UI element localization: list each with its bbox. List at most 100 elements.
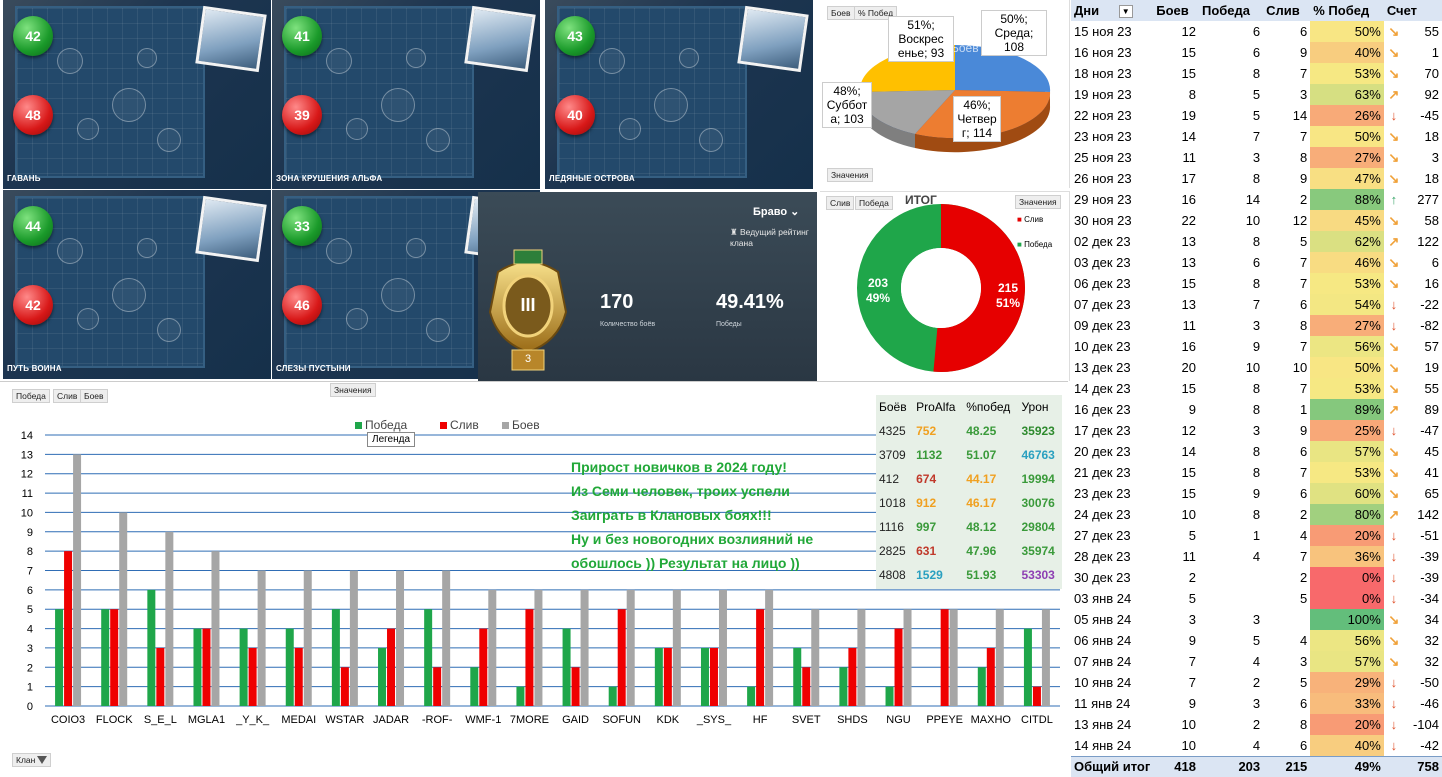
x-tick-label: SVET [792, 714, 821, 726]
bar-Боев [349, 570, 358, 706]
y-tick-label: 8 [27, 546, 33, 558]
map-photo [195, 5, 267, 73]
bar-Победа [1023, 628, 1032, 706]
player-stats-table: Боёв ProAlfa %побед Урон 4325 752 48.25 359… [876, 395, 1062, 589]
stats-cell: 412 [879, 472, 900, 486]
arrow-icon: ↓ [1390, 297, 1398, 312]
x-tick-label: HF [753, 714, 768, 726]
stats-header: Боёв [879, 400, 907, 414]
bar-Слив [248, 647, 257, 706]
bar-tab-battles[interactable]: Боев [80, 389, 108, 403]
losses-cell: 5 [1300, 234, 1308, 249]
y-tick-label: 6 [27, 585, 33, 597]
losses-cell: 4 [1300, 528, 1308, 543]
bar-Боев [257, 570, 266, 706]
stats-cell: 46.17 [966, 496, 997, 510]
wins-cell: 3 [1252, 696, 1261, 711]
map-photo [464, 5, 536, 73]
y-tick-label: 1 [27, 682, 33, 694]
table-row: 07 янв 24 7 4 3 57% ↘ 32 [1071, 651, 1442, 672]
pie-values-button[interactable]: Значения [827, 168, 873, 182]
winrate-cell: 50% [1310, 357, 1384, 378]
winrate-cell: 29% [1310, 672, 1384, 693]
winrate-cell: 56% [1310, 630, 1384, 651]
pie-tab-winrate[interactable]: % Побед [854, 6, 898, 20]
bar-Победа [977, 667, 986, 706]
arrow-icon: ↓ [1390, 717, 1398, 732]
table-row: 05 янв 24 3 3 100% ↘ 34 [1071, 609, 1442, 630]
wins-cell: 5 [1252, 108, 1261, 123]
league-name[interactable]: Браво ⌄ [753, 206, 800, 218]
x-tick-label: PPEYE [926, 714, 963, 726]
winrate-cell: 25% [1310, 420, 1384, 441]
table-row: 22 ноя 23 19 5 14 26% ↓ -45 [1071, 105, 1442, 126]
wins-ball: 43 [555, 16, 595, 56]
bar-Победа [747, 686, 756, 706]
losses-cell: 2 [1300, 570, 1308, 585]
bar-tab-win[interactable]: Победа [12, 389, 50, 403]
table-row: 30 ноя 23 22 10 12 45% ↘ 58 [1071, 210, 1442, 231]
col-header-days[interactable]: Дни ▼ [1071, 0, 1153, 21]
bar-Боев [580, 589, 589, 706]
arrow-icon: ↗ [1388, 506, 1400, 522]
losses-cell: 7 [1300, 66, 1308, 81]
winrate-cell: 47% [1310, 168, 1384, 189]
arrow-icon: ↘ [1388, 23, 1400, 39]
clan-filter-button[interactable]: Клан [12, 753, 52, 767]
col-header-battles: Боев [1156, 3, 1189, 18]
y-tick-label: 0 [27, 701, 33, 713]
arrow-icon: ↓ [1390, 675, 1398, 690]
day-cell: 20 дек 23 [1074, 444, 1131, 459]
donut-tab-win[interactable]: Победа [855, 196, 893, 210]
battles-cell: 9 [1188, 402, 1196, 417]
battles-cell: 12 [1181, 423, 1196, 438]
stats-row: 1018 912 46.17 30076 [876, 491, 1062, 515]
wins-cell: 3 [1252, 150, 1261, 165]
col-header-score: Счет [1386, 3, 1418, 18]
score-cell: 55 [1424, 24, 1439, 39]
col-header-losses: Слив [1266, 3, 1300, 18]
arrow-icon: ↓ [1390, 423, 1398, 438]
bar-Боев [119, 512, 128, 706]
day-cell: 06 янв 24 [1074, 633, 1132, 648]
total-row: Общий итог 418 203 215 49% 758 [1071, 755, 1442, 777]
score-cell: 32 [1424, 633, 1439, 648]
battles-cell: 15 [1181, 486, 1196, 501]
clan-rating-panel: Браво ⌄ ♜ Ведущий рейтинг клана III 3 17… [478, 192, 817, 381]
stats-cell: 29804 [1021, 520, 1055, 534]
stats-cell: 35974 [1021, 544, 1055, 558]
losses-cell: 5 [1300, 591, 1308, 606]
losses-cell: 6 [1300, 737, 1308, 753]
winrate-cell: 27% [1310, 315, 1384, 336]
winrate-cell: 57% [1310, 651, 1384, 672]
battles-cell: 20 [1181, 360, 1196, 375]
total-donut-chart: Слив Победа ИТОГ Значения ■ Слив ■ Побед… [820, 191, 1070, 381]
bar-Боев [718, 589, 727, 706]
score-cell: 32 [1424, 654, 1439, 669]
total-winrate: 49% [1310, 755, 1384, 777]
wins-percent: 49.41% [716, 291, 784, 313]
battles-cell: 8 [1188, 87, 1196, 102]
battles-cell: 2 [1188, 570, 1196, 585]
bar-Слив [64, 551, 73, 706]
battles-cell: 9 [1188, 696, 1196, 711]
filter-dropdown-icon[interactable]: ▼ [1118, 5, 1133, 19]
donut-values-button[interactable]: Значения [1015, 195, 1061, 209]
donut-tab-loss[interactable]: Слив [826, 196, 855, 210]
legend-label: Боев [512, 418, 540, 432]
winrate-cell: 0% [1310, 588, 1384, 609]
battles-cell: 15 [1181, 66, 1196, 81]
wins-cell [1199, 588, 1263, 609]
wins-cell: 8 [1252, 234, 1261, 249]
wins-cell: 6 [1252, 45, 1261, 60]
y-tick-label: 14 [21, 430, 33, 442]
total-losses: 215 [1263, 755, 1311, 777]
winrate-cell: 46% [1310, 252, 1384, 273]
bar-values-button[interactable]: Значения [330, 383, 376, 397]
losses-cell: 6 [1300, 297, 1308, 312]
day-cell: 06 дек 23 [1074, 276, 1131, 291]
battles-cell: 11 [1182, 150, 1196, 165]
losses-cell: 7 [1300, 381, 1308, 396]
bar-Боев [442, 570, 451, 706]
winrate-cell: 26% [1310, 105, 1384, 126]
